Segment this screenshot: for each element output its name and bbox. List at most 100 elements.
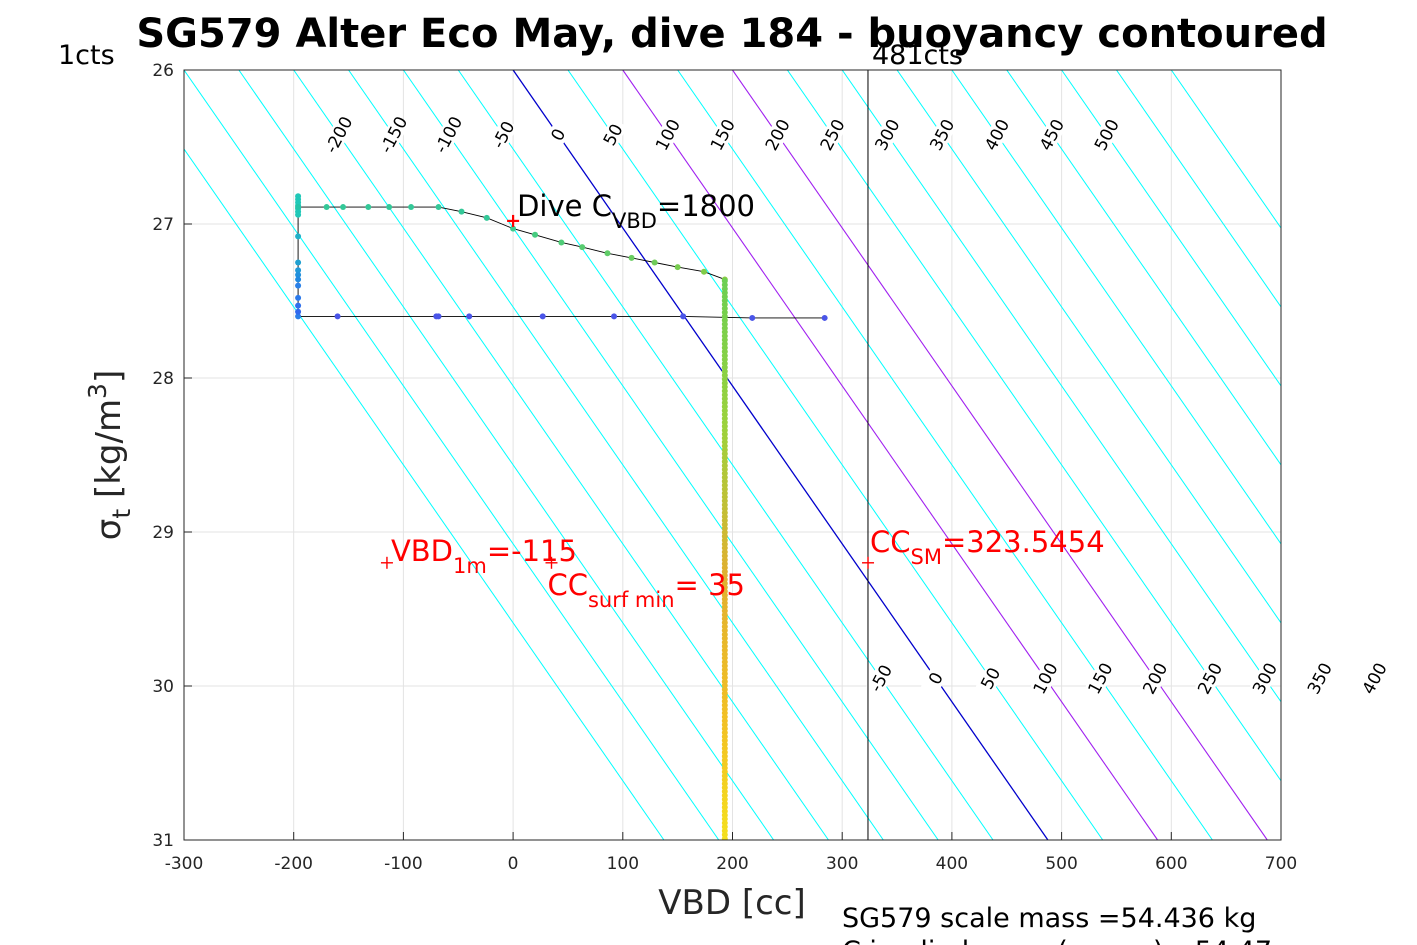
marker-label-main: VBD — [391, 534, 453, 568]
marker-label-main: Dive C — [517, 189, 612, 223]
dive-point — [749, 314, 756, 321]
contour-line — [402, 70, 939, 840]
x-tick-label: 100 — [607, 854, 639, 874]
marker-label-value: =1800 — [657, 189, 755, 223]
dive-point — [386, 204, 393, 211]
dive-point — [611, 313, 618, 320]
dive-point — [295, 302, 302, 309]
x-tick-label: 0 — [508, 854, 519, 874]
dive-point — [295, 294, 302, 301]
dive-point — [458, 208, 465, 215]
x-tick-label: 400 — [936, 854, 968, 874]
dive-point — [340, 204, 347, 211]
contour-label-bg — [762, 118, 792, 152]
marker-label-sub: VBD — [612, 209, 657, 233]
count-line-label: 481cts — [872, 40, 963, 71]
dive-point — [628, 254, 635, 261]
dive-point — [680, 313, 687, 320]
contour-label-bg — [1250, 661, 1280, 695]
dive-point — [295, 282, 302, 289]
y-axis-symbol: σ — [89, 519, 129, 541]
axis-ticks: -300 -200 -100 0 100 200 300 400 500 600 700 26 27 28… — [152, 61, 1297, 874]
contour-line — [184, 148, 665, 840]
dive-point — [295, 211, 302, 218]
contour-line — [238, 70, 775, 840]
marker-label: VBD1m=-115 — [391, 534, 577, 578]
x-tick-label: -300 — [165, 854, 204, 874]
contour-label-bg — [1030, 661, 1060, 695]
contour-label-bg — [1092, 118, 1122, 152]
x-tick-label: 300 — [826, 854, 858, 874]
dive-point — [435, 313, 442, 320]
contour-line — [677, 70, 1213, 840]
contour-label-bg — [378, 118, 408, 152]
contour-label-bg — [1305, 661, 1335, 695]
dive-point — [674, 264, 681, 271]
contour-label-bg — [1140, 661, 1170, 695]
contour-label-bg — [653, 118, 683, 152]
marker-label: CCsurf min= 35 — [547, 568, 744, 612]
dive-point — [579, 244, 586, 251]
x-tick-label: -100 — [384, 854, 423, 874]
contour-line — [184, 70, 720, 840]
contour-label-bg — [921, 661, 951, 695]
marker-label-value: =-115 — [487, 534, 577, 568]
y-axis-unit: [kg/m — [89, 399, 129, 509]
dive-point — [539, 313, 546, 320]
contour-line — [786, 70, 1281, 782]
contour-line — [1006, 70, 1281, 466]
marker-label-sub: 1m — [453, 554, 487, 578]
x-tick-label: 200 — [716, 854, 748, 874]
dive-point — [323, 204, 330, 211]
contour-label-bg — [433, 118, 463, 152]
dive-point — [558, 239, 565, 246]
marker-label-main: CC — [870, 525, 911, 559]
contour-line — [896, 70, 1281, 624]
marker-label-value: = 35 — [675, 568, 745, 602]
y-tick-label: 26 — [152, 61, 174, 81]
dive-point — [295, 267, 302, 274]
x-tick-label: 500 — [1045, 854, 1077, 874]
y-axis-label: σt [kg/m3] — [83, 370, 136, 540]
dive-point — [295, 233, 302, 240]
x-tick-label: 700 — [1265, 854, 1297, 874]
footer-line-1: SG579 scale mass =54.436 kg — [842, 903, 1256, 934]
dive-point — [365, 204, 372, 211]
y-tick-label: 29 — [152, 523, 174, 543]
marker-label-value: =323.5454 — [942, 525, 1105, 559]
contour-label-bg — [1359, 661, 1389, 695]
dive-point — [723, 839, 727, 840]
dive-point — [532, 231, 539, 238]
contour-line — [512, 70, 1049, 840]
contour-line — [622, 70, 1159, 840]
contour-label-bg — [488, 118, 518, 152]
dive-point — [408, 204, 415, 211]
dive-point — [483, 214, 490, 221]
y-tick-label: 31 — [152, 831, 174, 851]
dive-point — [510, 225, 517, 232]
x-axis-label: VBD [cc] — [658, 883, 806, 923]
contour-line — [732, 70, 1268, 840]
contour-line — [841, 70, 1281, 703]
contour-label: 400 — [1359, 660, 1392, 698]
contour-label-bg — [1195, 661, 1225, 695]
footer-line-2: C implied mass (grams) =54.47 — [842, 936, 1272, 945]
contour-label-bg — [1085, 661, 1115, 695]
dive-point — [722, 844, 728, 850]
contour-label-bg — [982, 118, 1012, 152]
dive-points — [295, 193, 828, 850]
marker-label: CCSM=323.5454 — [870, 525, 1105, 569]
contour-line — [1170, 70, 1281, 229]
dive-point — [821, 314, 828, 321]
contour-label-bg — [975, 661, 1005, 695]
marker-label: Dive CVBD=1800 — [517, 189, 755, 233]
dive-point — [295, 259, 302, 266]
chart-title: SG579 Alter Eco May, dive 184 - buoyancy… — [136, 11, 1327, 57]
dive-point — [295, 271, 302, 278]
contour-line — [348, 70, 884, 840]
contour-line — [1061, 70, 1281, 387]
contour-label-bg — [543, 118, 573, 152]
contour-label-bg — [598, 118, 628, 152]
marker-label-sub: SM — [911, 545, 942, 569]
